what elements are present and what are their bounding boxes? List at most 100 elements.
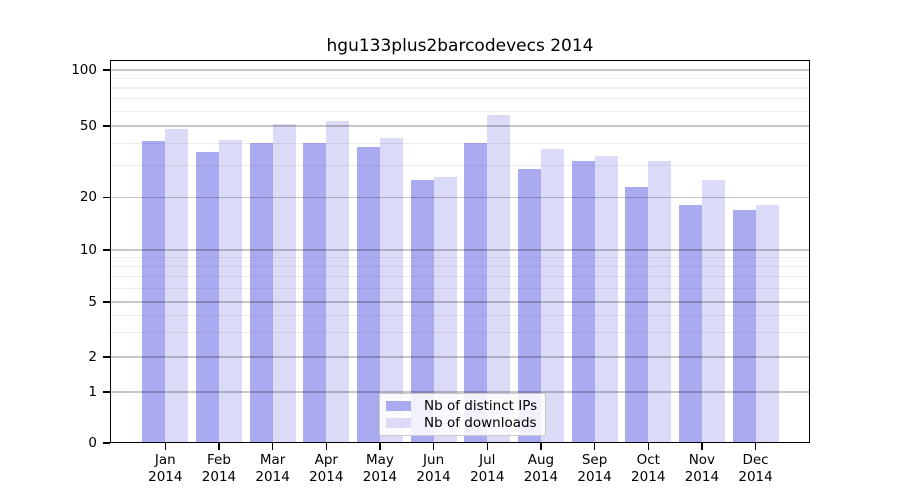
gridline-minor [110,314,810,316]
chart-title: hgu133plus2barcodevecs 2014 [326,36,594,56]
y-tick-label: 1 [88,383,97,400]
x-tick-label: Apr 2014 [296,452,356,485]
gridline-minor [110,165,810,167]
x-tick-month: Jun [423,452,445,468]
bar-nb-of-distinct-ips [410,180,434,443]
bar-nb-of-downloads [326,121,350,443]
gridline-minor [110,332,810,334]
x-tick-month: Dec [742,452,769,468]
x-tick [218,443,220,450]
x-tick-label: Oct 2014 [618,452,678,485]
legend-label: Nb of downloads [424,415,537,431]
x-tick-month: May [365,452,394,468]
gridline-major [110,301,810,303]
y-tick-label: 0 [88,434,97,451]
y-tick [103,301,110,303]
grid-layer [110,60,810,443]
gridline-minor [110,257,810,259]
x-tick-month: Nov [688,452,716,468]
gridline-minor [110,87,810,89]
bar-nb-of-distinct-ips [732,209,756,443]
x-tick-year: 2014 [523,468,559,485]
y-tick-label: 2 [88,348,97,365]
bar-nb-of-downloads [701,180,725,443]
legend-label: Nb of distinct IPs [424,398,538,414]
bar-nb-of-downloads [433,177,457,443]
bar-nb-of-distinct-ips [303,143,327,443]
x-tick-year: 2014 [362,468,398,485]
bar-nb-of-distinct-ips [625,186,649,443]
bar-nb-of-distinct-ips [142,141,166,443]
bar-nb-of-downloads [487,115,511,443]
gridline-major [110,356,810,358]
bar-nb-of-downloads [648,160,672,443]
legend-swatch-nb-of-distinct-ips [386,401,411,411]
x-tick-label: Sep 2014 [565,452,625,485]
bar-nb-of-distinct-ips [571,160,595,443]
x-tick-year: 2014 [738,468,773,485]
x-tick [486,443,488,450]
bar-nb-of-distinct-ips [517,168,541,443]
bar-nb-of-distinct-ips [464,143,488,443]
bar-nb-of-downloads [379,137,403,443]
x-tick [754,443,757,450]
bar-nb-of-downloads [165,129,189,443]
y-tick [103,249,110,251]
x-tick [593,443,596,450]
x-tick-label: Mar 2014 [243,452,303,485]
gridline-minor [110,276,810,278]
x-tick-label: Aug 2014 [511,452,571,485]
y-tick-label: 100 [71,61,97,78]
x-tick-year: 2014 [684,468,720,485]
x-tick [325,443,327,450]
bars-layer [110,60,810,443]
bar-nb-of-downloads [755,205,779,443]
x-tick-label: Jan 2014 [135,452,195,485]
x-tick-year: 2014 [201,468,237,485]
gridline-major [110,391,810,393]
x-tick-label: Nov 2014 [672,452,732,485]
y-tick-label: 10 [79,241,97,258]
x-tick-label: Jun 2014 [404,452,464,485]
x-tick-label: Feb 2014 [189,452,249,485]
x-tick [432,443,435,450]
x-tick-label: May 2014 [350,452,410,485]
bar-nb-of-downloads [272,124,296,443]
bar-nb-of-distinct-ips [195,151,219,443]
x-tick [271,443,274,450]
gridline-minor [110,142,810,144]
x-tick [540,443,542,450]
gridline-major [110,69,810,71]
gridline-minor [110,110,810,112]
bar-nb-of-downloads [218,139,242,443]
legend: Nb of distinct IPs Nb of downloads [379,393,546,436]
legend-swatch-nb-of-downloads [386,418,411,428]
y-tick [103,69,110,71]
legend-item: Nb of distinct IPs [386,398,539,414]
y-tick [103,196,110,199]
bar-nb-of-distinct-ips [249,143,273,443]
plot-area: Nb of distinct IPs Nb of downloads [110,60,810,443]
x-tick-month: Mar [259,452,286,468]
gridline-minor [110,98,810,100]
x-tick-year: 2014 [255,468,290,485]
bar-nb-of-downloads [540,149,564,443]
x-tick-year: 2014 [577,468,612,485]
x-tick-month: Apr [314,452,338,468]
bar-nb-of-distinct-ips [356,147,380,443]
gridline-major [110,125,810,127]
x-tick-month: Feb [207,452,231,468]
x-tick [164,443,166,450]
x-tick-label: Jul 2014 [457,452,517,485]
gridline-major [110,249,810,251]
x-tick-month: Oct [636,452,660,468]
bar-nb-of-downloads [594,156,618,443]
x-tick-year: 2014 [148,468,183,485]
x-tick-year: 2014 [416,468,451,485]
x-tick-year: 2014 [309,468,344,485]
gridline-minor [110,77,810,80]
gridline-minor [110,266,810,268]
y-tick-label: 5 [88,293,97,310]
y-tick [103,442,110,444]
x-tick [647,443,649,450]
